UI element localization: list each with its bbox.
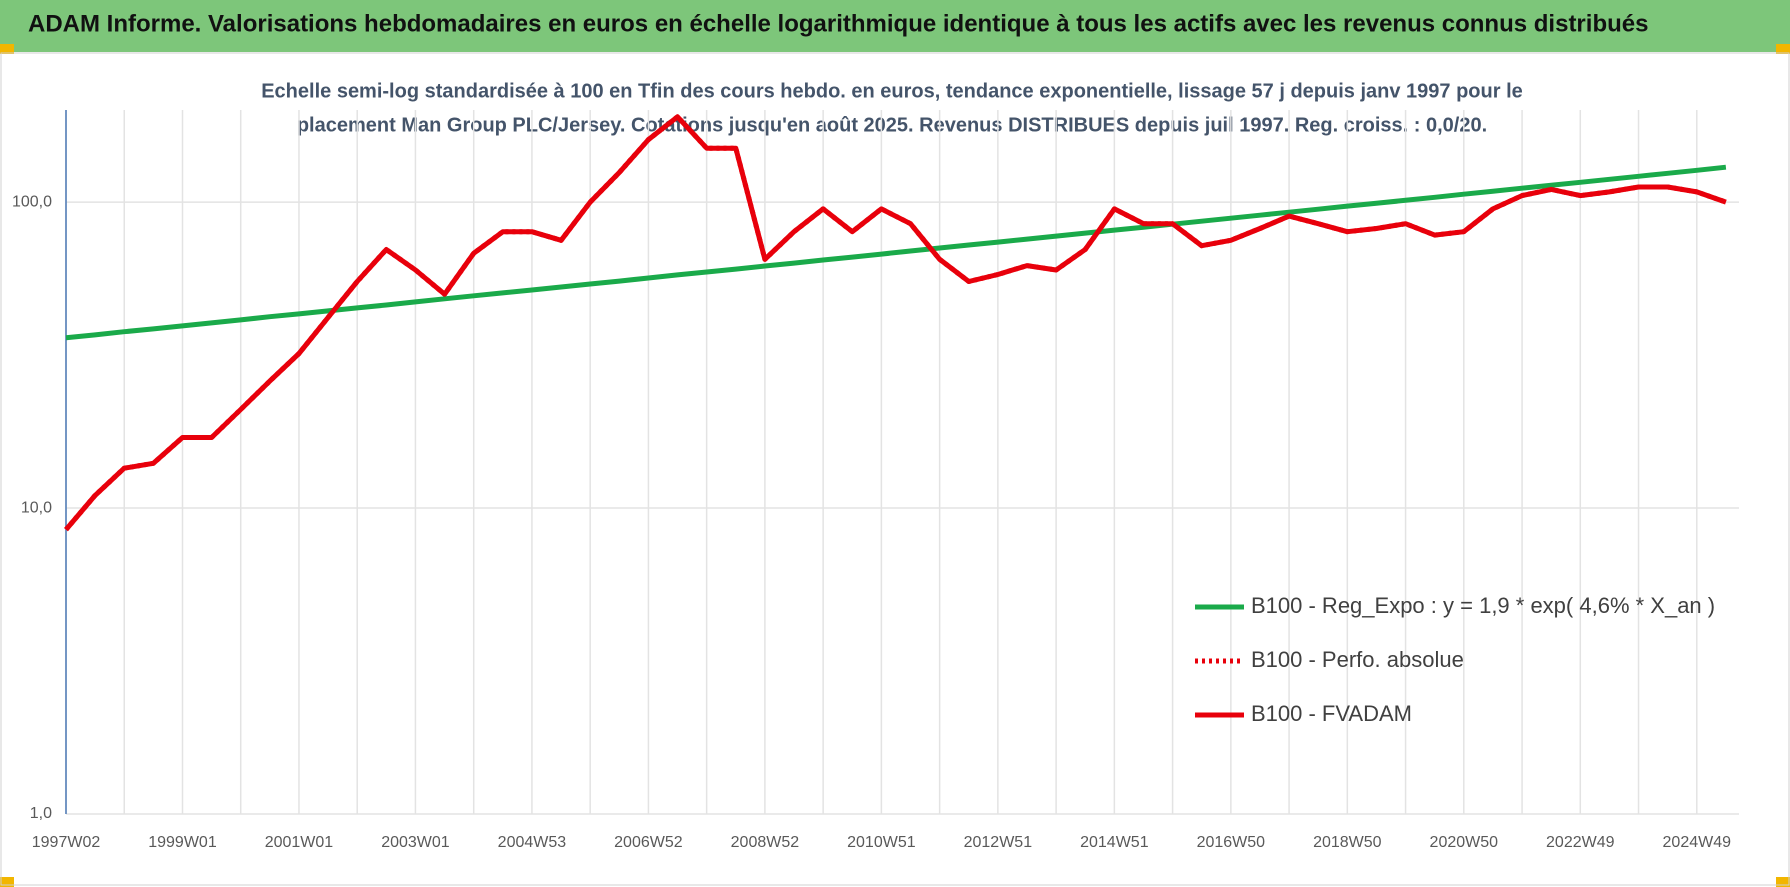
x-tick-label: 2004W53 [498,834,567,851]
corner [1776,877,1790,887]
chart-subtitle: placement Man Group PLC/Jersey. Cotation… [297,114,1487,136]
frame [0,52,1790,886]
x-tick-label: 2006W52 [614,834,683,851]
legend-label: B100 - Perfo. absolue [1251,647,1464,672]
legend-label: B100 - Reg_Expo : y = 1,9 * exp( 4,6% * … [1251,593,1715,618]
series-line [65,164,1727,341]
corner [1776,44,1790,54]
series-line [64,114,1727,532]
x-tick-label: 2022W49 [1546,834,1615,851]
y-tick-label: 1,0 [30,805,52,822]
series-line [64,114,1727,532]
y-tick-label: 10,0 [21,499,52,516]
x-tick-label: 2008W52 [731,834,800,851]
x-tick-label: 2003W01 [381,834,450,851]
y-tick-label: 100,0 [12,193,52,210]
x-tick-label: 2018W50 [1313,834,1382,851]
legend-label: B100 - FVADAM [1251,701,1412,726]
x-tick-label: 2001W01 [265,834,334,851]
corner [0,877,14,887]
x-tick-label: 2012W51 [964,834,1033,851]
corner [0,44,14,54]
chart-subtitle: Echelle semi-log standardisée à 100 en T… [261,80,1523,102]
x-tick-label: 2016W50 [1197,834,1266,851]
x-tick-label: 1997W02 [32,834,101,851]
x-tick-label: 2010W51 [847,834,916,851]
title-banner [0,0,1790,52]
x-tick-label: 2024W49 [1663,834,1732,851]
x-tick-label: 2014W51 [1080,834,1149,851]
x-tick-label: 2020W50 [1430,834,1499,851]
chart-title: ADAM Informe. Valorisations hebdomadaire… [28,10,1648,37]
x-tick-label: 1999W01 [148,834,217,851]
